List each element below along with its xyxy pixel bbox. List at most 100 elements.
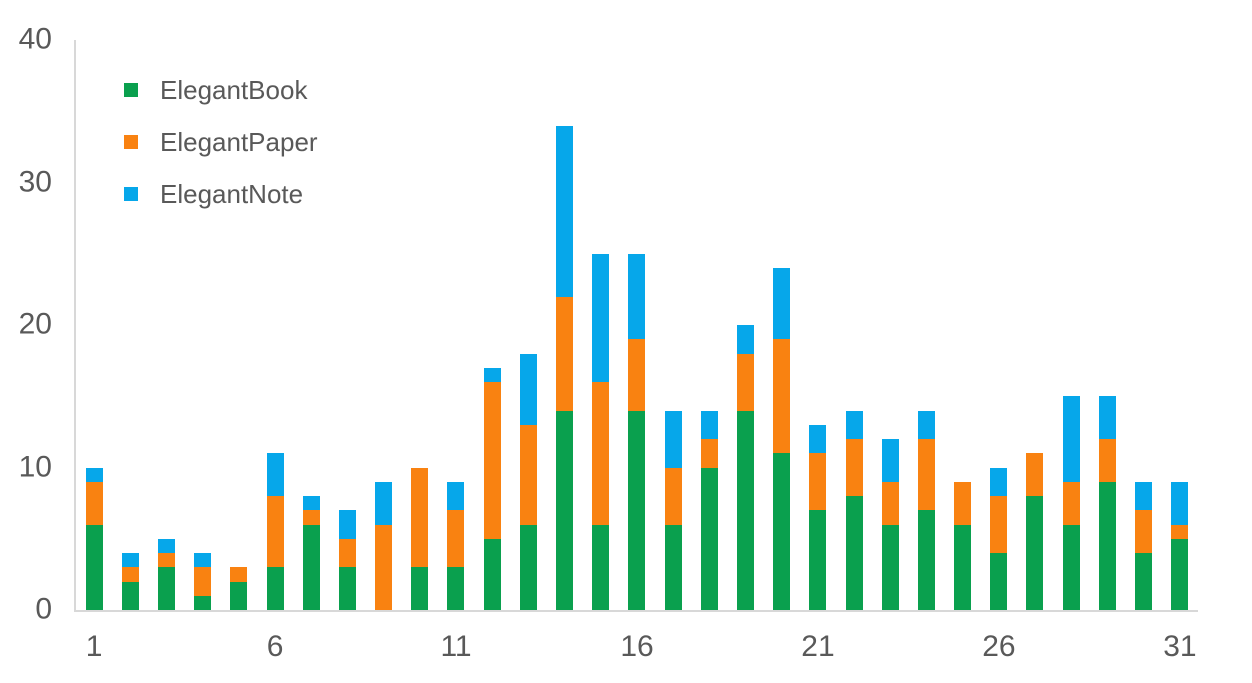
segment-elegantpaper-day-23 [881, 481, 899, 525]
y-tick-label-0: 0 [35, 592, 52, 626]
segment-elegantnote-day-18 [700, 410, 718, 439]
bar-slot-29 [1089, 40, 1125, 610]
segment-elegantpaper-day-21 [809, 453, 827, 511]
segment-elegantbook-day-26 [990, 553, 1008, 610]
bar-slot-31 [1162, 40, 1198, 610]
segment-elegantnote-day-20 [773, 268, 791, 340]
y-tick-label-20: 20 [18, 307, 52, 341]
bar-day-3 [157, 538, 175, 610]
segment-elegantbook-day-14 [556, 410, 574, 610]
bar-day-14 [556, 125, 574, 610]
bar-slot-20 [764, 40, 800, 610]
segment-elegantnote-day-22 [845, 410, 863, 439]
segment-elegantpaper-day-6 [266, 496, 284, 568]
bar-slot-22 [836, 40, 872, 610]
segment-elegantbook-day-29 [1098, 481, 1116, 610]
segment-elegantbook-day-13 [519, 524, 537, 610]
segment-elegantbook-day-23 [881, 524, 899, 610]
segment-elegantbook-day-28 [1062, 524, 1080, 610]
bar-day-30 [1135, 481, 1153, 610]
bar-day-26 [990, 467, 1008, 610]
segment-elegantpaper-day-31 [1171, 524, 1189, 539]
bar-day-7 [302, 496, 320, 610]
segment-elegantpaper-day-5 [230, 567, 248, 582]
x-tick-label-21: 21 [801, 630, 835, 663]
bar-day-18 [700, 410, 718, 610]
bar-slot-3 [148, 40, 184, 610]
segment-elegantnote-day-3 [157, 538, 175, 553]
segment-elegantpaper-day-13 [519, 424, 537, 525]
bar-slot-5 [221, 40, 257, 610]
segment-elegantbook-day-7 [302, 524, 320, 610]
segment-elegantbook-day-8 [338, 567, 356, 610]
segment-elegantpaper-day-3 [157, 553, 175, 568]
segment-elegantnote-day-31 [1171, 481, 1189, 525]
segment-elegantnote-day-2 [121, 553, 139, 568]
bar-slot-28 [1053, 40, 1089, 610]
segment-elegantpaper-day-19 [736, 353, 754, 411]
segment-elegantbook-day-2 [121, 581, 139, 610]
segment-elegantnote-day-8 [338, 510, 356, 539]
bar-day-12 [483, 367, 501, 610]
x-axis: 1 6 11 16 21 26 31 [76, 630, 1198, 675]
x-tick-label-31: 31 [1163, 630, 1197, 663]
segment-elegantpaper-day-4 [194, 567, 212, 596]
segment-elegantpaper-day-18 [700, 439, 718, 468]
segment-elegantnote-day-15 [592, 253, 610, 382]
segment-elegantpaper-day-28 [1062, 481, 1080, 525]
bar-day-15 [592, 253, 610, 610]
bar-day-17 [664, 410, 682, 610]
bar-slot-2 [112, 40, 148, 610]
legend-item-elegantbook: ElegantBook [124, 64, 318, 116]
bar-slot-9 [366, 40, 402, 610]
segment-elegantpaper-day-20 [773, 339, 791, 454]
bar-day-25 [954, 481, 972, 610]
legend-marker-elegantpaper [124, 135, 138, 149]
bar-day-10 [411, 467, 429, 610]
x-tick-label-6: 6 [266, 630, 284, 663]
bar-slot-17 [655, 40, 691, 610]
segment-elegantpaper-day-14 [556, 296, 574, 411]
bar-slot-12 [474, 40, 510, 610]
bar-day-2 [121, 553, 139, 610]
segment-elegantpaper-day-27 [1026, 453, 1044, 496]
bar-slot-4 [185, 40, 221, 610]
segment-elegantbook-day-6 [266, 567, 284, 610]
bar-slot-8 [329, 40, 365, 610]
segment-elegantnote-day-29 [1098, 396, 1116, 439]
segment-elegantbook-day-17 [664, 524, 682, 610]
segment-elegantpaper-day-12 [483, 382, 501, 539]
segment-elegantnote-day-7 [302, 496, 320, 511]
legend-marker-elegantbook [124, 83, 138, 97]
segment-elegantnote-day-1 [85, 467, 103, 482]
segment-elegantbook-day-18 [700, 467, 718, 610]
segment-elegantpaper-day-1 [85, 481, 103, 525]
bar-day-31 [1171, 481, 1189, 610]
bar-day-16 [628, 253, 646, 610]
segment-elegantnote-day-24 [917, 410, 935, 439]
segment-elegantbook-day-20 [773, 453, 791, 610]
segment-elegantnote-day-14 [556, 125, 574, 297]
segment-elegantpaper-day-10 [411, 467, 429, 568]
segment-elegantpaper-day-7 [302, 510, 320, 525]
y-tick-label-40: 40 [18, 22, 52, 56]
segment-elegantpaper-day-2 [121, 567, 139, 582]
segment-elegantnote-day-9 [375, 481, 393, 525]
segment-elegantnote-day-13 [519, 353, 537, 425]
x-tick-label-16: 16 [620, 630, 654, 663]
segment-elegantpaper-day-8 [338, 538, 356, 568]
segment-elegantbook-day-12 [483, 538, 501, 610]
segment-elegantpaper-day-29 [1098, 439, 1116, 482]
segment-elegantpaper-day-9 [375, 524, 393, 610]
segment-elegantnote-day-19 [736, 325, 754, 354]
x-tick-label-11: 11 [440, 630, 472, 663]
segment-elegantbook-day-4 [194, 595, 212, 610]
segment-elegantbook-day-10 [411, 567, 429, 610]
segment-elegantpaper-day-24 [917, 439, 935, 511]
legend-item-elegantpaper: ElegantPaper [124, 116, 318, 168]
bar-day-6 [266, 453, 284, 610]
segment-elegantnote-day-12 [483, 367, 501, 382]
segment-elegantbook-day-25 [954, 524, 972, 610]
segment-elegantpaper-day-17 [664, 467, 682, 525]
segment-elegantnote-day-16 [628, 253, 646, 340]
